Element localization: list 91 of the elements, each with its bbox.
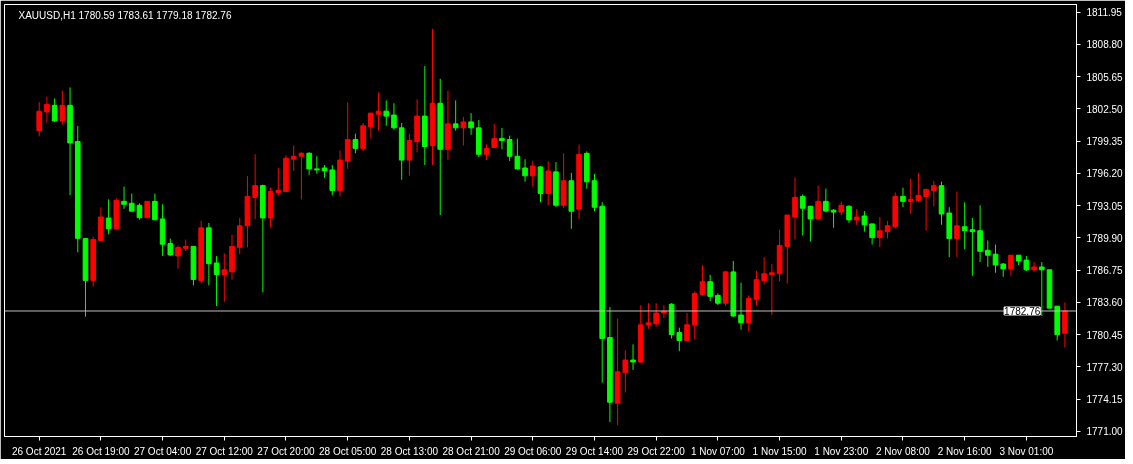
candlestick: [36, 101, 43, 137]
candlestick: [522, 158, 528, 183]
x-tick-label: 1 Nov 07:00: [690, 445, 746, 457]
candlestick: [653, 302, 659, 328]
y-tick-label: 1793.05: [1086, 200, 1124, 212]
candlestick: [545, 160, 552, 206]
candlestick: [44, 96, 50, 124]
candlestick: [630, 343, 636, 371]
y-tick-label: 1780.45: [1086, 329, 1124, 341]
candlestick: [985, 239, 991, 268]
candlestick: [236, 217, 243, 255]
candlestick: [877, 216, 883, 248]
candlestick: [769, 263, 775, 316]
x-tick-label: 3 Nov 01:00: [999, 445, 1054, 457]
candlestick: [121, 186, 127, 210]
candlestick: [383, 99, 390, 127]
x-tick-label: 27 Oct 20:00: [257, 445, 316, 457]
candlestick: [529, 160, 536, 188]
candlestick: [738, 282, 744, 331]
candlestick: [792, 177, 798, 241]
candlestick: [1062, 301, 1068, 349]
candlestick: [468, 112, 474, 136]
candlestick: [1008, 254, 1014, 277]
candlestick: [105, 198, 112, 235]
candlestick: [707, 274, 713, 302]
x-tick-label: 1 Nov 23:00: [814, 445, 869, 457]
x-tick-label: 1 Nov 15:00: [752, 445, 807, 457]
y-tick-label: 1802.50: [1086, 103, 1124, 115]
y-tick-label: 1799.35: [1086, 136, 1124, 148]
candlestick: [252, 153, 258, 220]
x-tick-label: 27 Oct 04:00: [133, 445, 192, 457]
candlestick: [869, 223, 875, 245]
candlestick: [684, 312, 690, 342]
candlestick: [59, 90, 66, 125]
candlestick: [815, 185, 821, 220]
candlestick: [306, 151, 312, 176]
candlestick: [98, 206, 104, 242]
x-tick-label: 29 Oct 22:00: [627, 445, 686, 457]
y-tick-label: 1796.20: [1086, 168, 1124, 180]
y-tick-label: 1808.80: [1086, 39, 1124, 51]
candlestick: [761, 256, 767, 286]
ref-line-label: 1782.76: [1004, 305, 1041, 317]
y-tick-label: 1805.65: [1086, 71, 1124, 83]
y-tick-label: 1789.90: [1086, 232, 1124, 244]
x-tick-label: 27 Oct 12:00: [195, 445, 254, 457]
candlestick: [175, 244, 181, 270]
y-tick-label: 1777.30: [1086, 361, 1124, 373]
x-tick-label: 29 Oct 14:00: [565, 445, 624, 457]
y-tick-label: 1771.00: [1086, 426, 1124, 438]
y-tick-label: 1811.95: [1086, 7, 1123, 19]
candlestick: [298, 151, 305, 200]
candlestick: [923, 188, 929, 232]
candlestick: [452, 99, 459, 132]
candlestick: [460, 116, 467, 146]
candlestick: [290, 144, 297, 172]
x-tick-label: 29 Oct 06:00: [504, 445, 562, 457]
y-tick-label: 1786.75: [1086, 265, 1124, 277]
candlestick: [830, 208, 837, 229]
candlestick: [368, 112, 374, 140]
candlestick: [491, 123, 498, 148]
candlestick: [221, 252, 228, 303]
x-tick-label: 28 Oct 13:00: [380, 445, 439, 457]
candlestick: [152, 193, 158, 222]
candlestick: [514, 138, 521, 171]
candlestick: [954, 191, 960, 258]
candlestick: [406, 133, 413, 177]
x-tick-label: 28 Oct 21:00: [442, 445, 501, 457]
candlestick: [645, 302, 652, 330]
candlestick: [900, 187, 906, 208]
text: XAUUSD,H1 1780.59 1783.61 1779.18 1782.76: [18, 9, 232, 21]
candlestick: [344, 101, 351, 170]
candlestick: [992, 243, 999, 274]
candlestick: [1038, 261, 1045, 317]
candlestick: [861, 210, 868, 233]
x-tick-label: 26 Oct 2021: [11, 445, 67, 457]
candlestick: [360, 122, 366, 152]
candlestick: [213, 255, 220, 307]
candlestick: [506, 135, 513, 162]
candlestick: [977, 204, 983, 263]
x-tick-label: 28 Oct 05:00: [319, 445, 377, 457]
candlestick: [499, 127, 505, 150]
x-tick-label: 2 Nov 08:00: [876, 445, 931, 457]
y-tick-label: 1774.15: [1086, 394, 1124, 406]
y-tick-label: 1783.60: [1086, 297, 1124, 309]
candlestick: [375, 92, 382, 132]
x-tick-label: 2 Nov 16:00: [937, 445, 993, 457]
x-tick-label: 26 Oct 19:00: [72, 445, 130, 457]
candlestick: [352, 133, 359, 154]
candlestick: [391, 102, 397, 131]
candlestick: [931, 180, 937, 207]
candlestick: [1031, 261, 1037, 273]
